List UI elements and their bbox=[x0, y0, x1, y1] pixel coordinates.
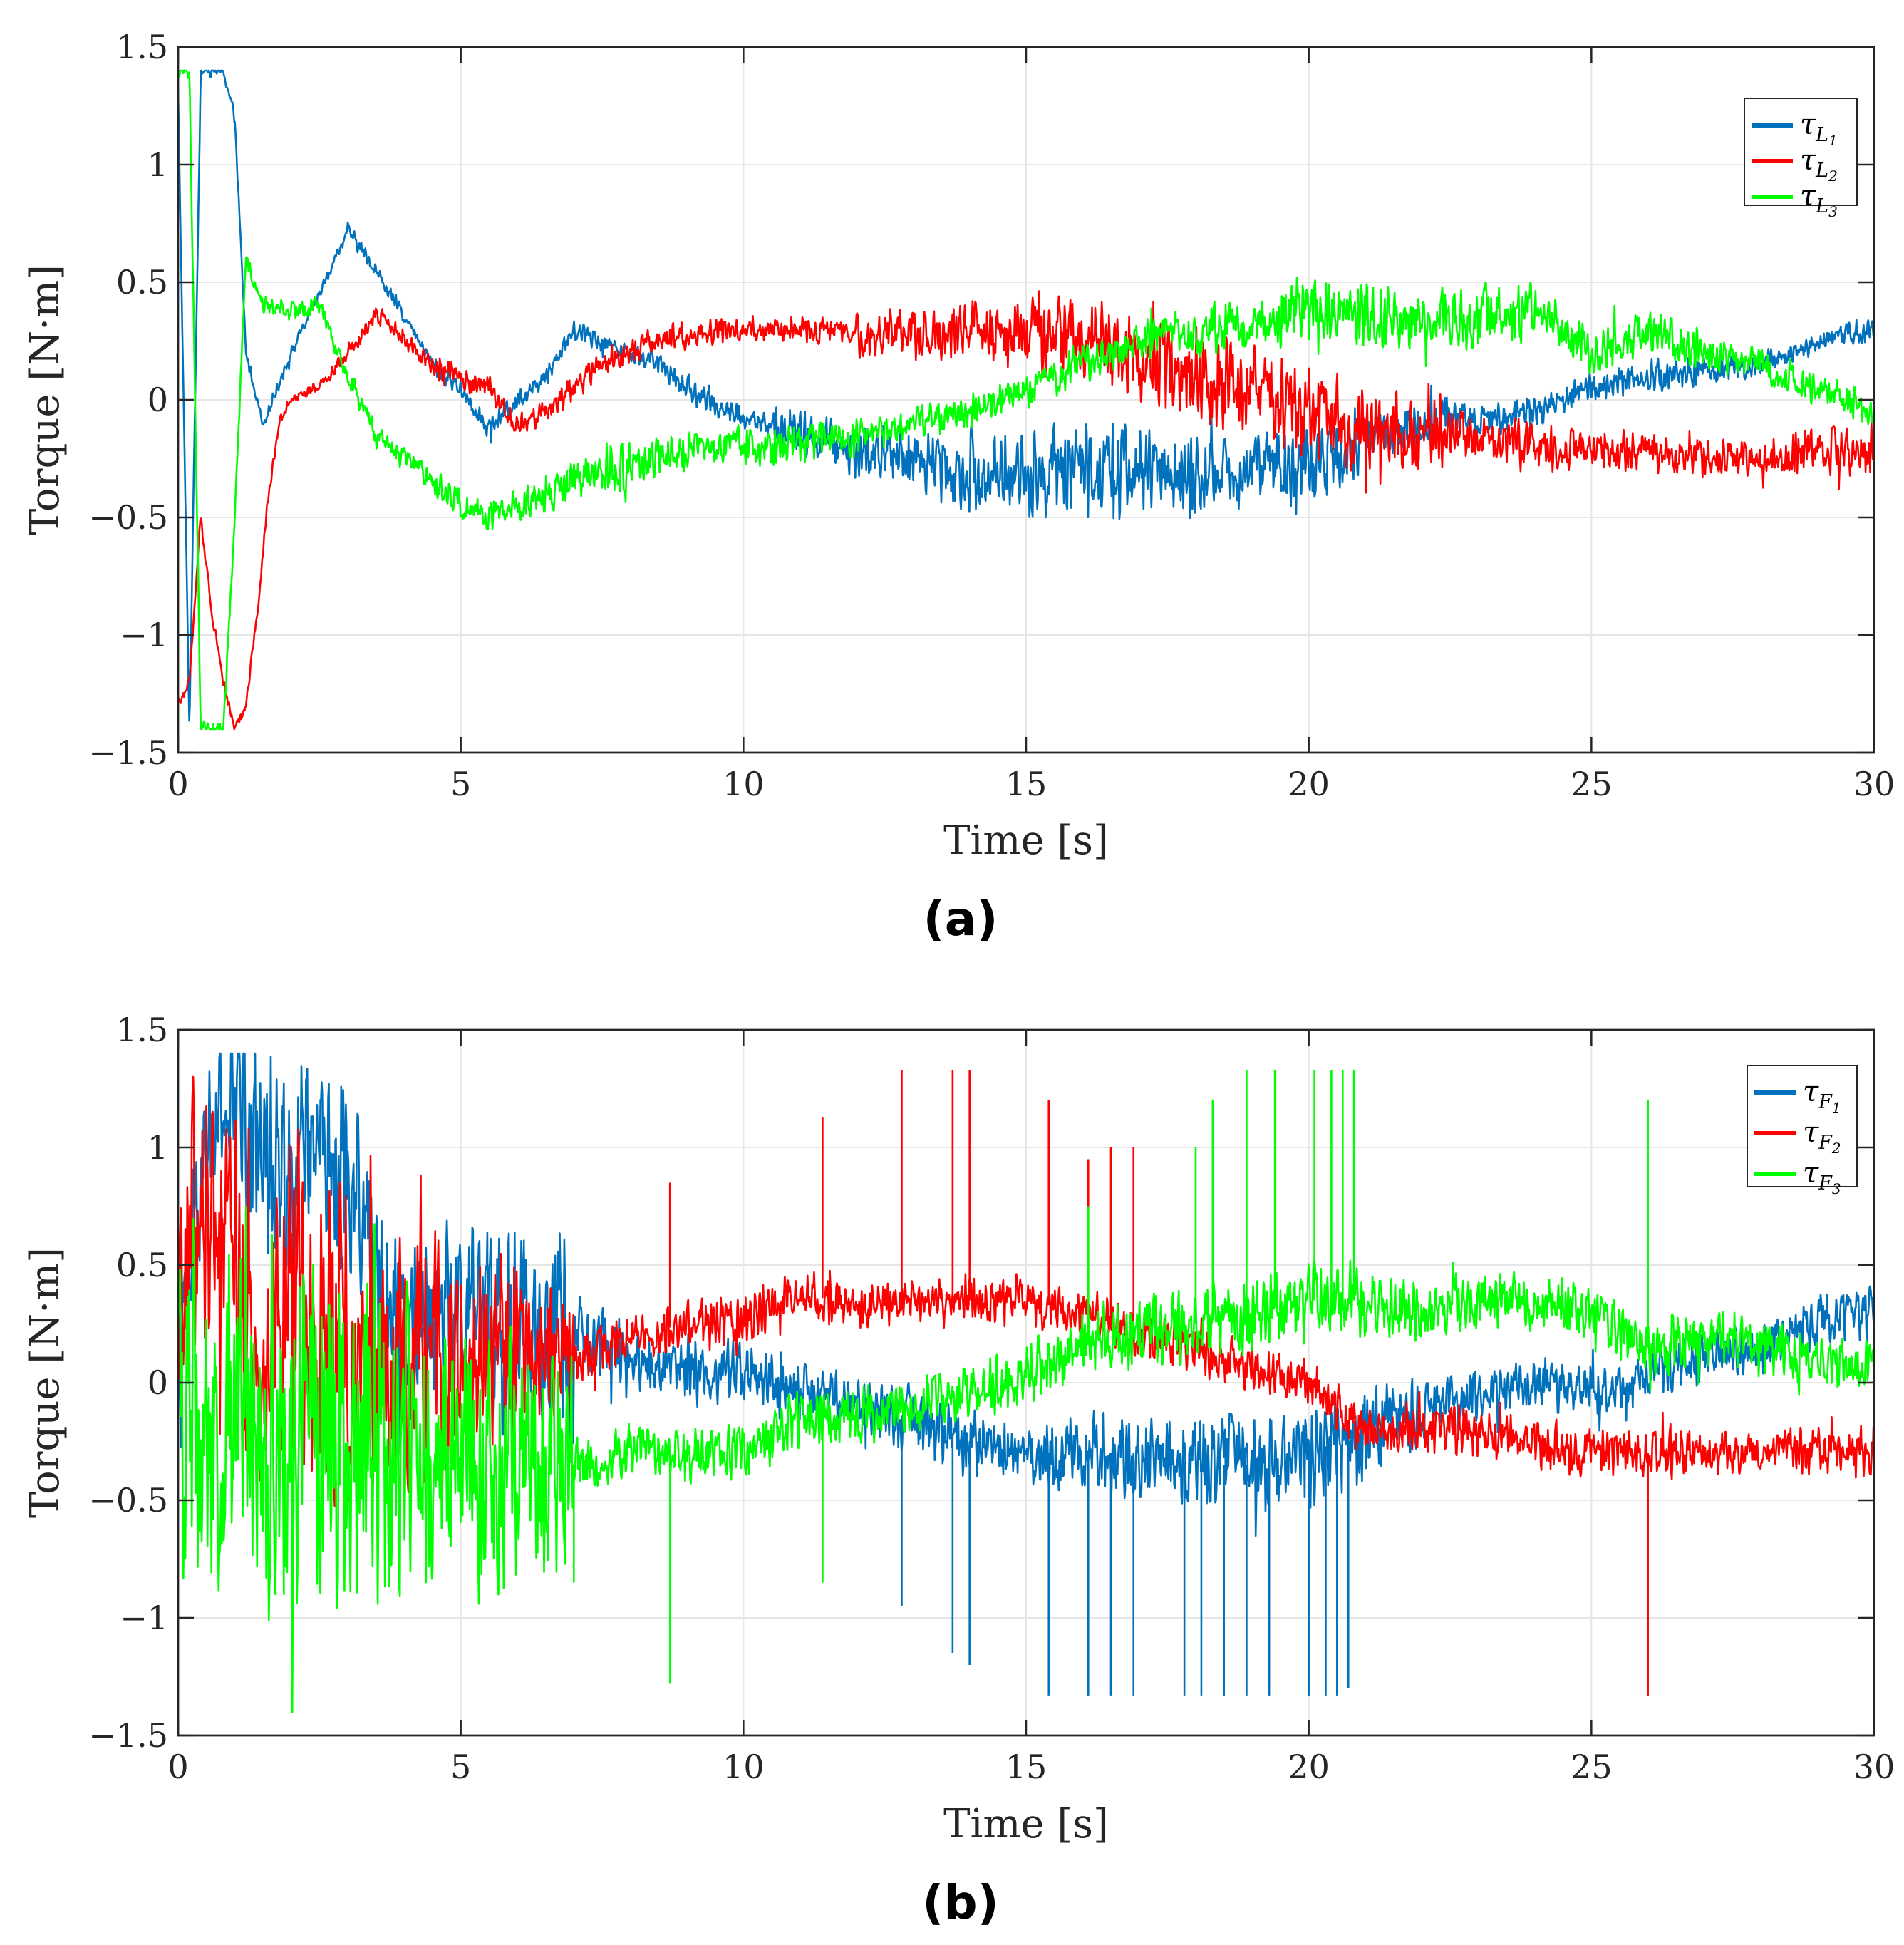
legend-label-τF2: τF2 bbox=[1803, 1116, 1841, 1157]
series-line-τF1 bbox=[178, 1052, 1874, 1537]
x-tick-label: 15 bbox=[1005, 765, 1047, 803]
x-tick-label: 10 bbox=[723, 765, 765, 803]
x-axis-title-b: Time [s] bbox=[943, 1801, 1109, 1847]
legend-a-box bbox=[1744, 98, 1858, 206]
y-tick-label: 0 bbox=[148, 381, 168, 419]
x-tick-label: 25 bbox=[1571, 1748, 1613, 1786]
x-tick-label: 15 bbox=[1005, 1748, 1047, 1786]
x-tick-label: 0 bbox=[167, 1748, 188, 1786]
ticks-b: 0 5 10 15 20 25 30 1.5 1 0.5 0 −0.5 −1 −1.5 bbox=[88, 1011, 1895, 1786]
y-tick-label: 0.5 bbox=[116, 1246, 168, 1284]
y-tick-label: −1 bbox=[120, 1599, 168, 1637]
legend-label-τL3: τL3 bbox=[1800, 180, 1838, 220]
y-tick-label: −1.5 bbox=[88, 733, 168, 772]
series-line-τF3 bbox=[178, 1206, 1874, 1713]
x-tick-label: 5 bbox=[450, 765, 471, 803]
legend-b-box bbox=[1747, 1065, 1858, 1187]
x-axis-title-a: Time [s] bbox=[943, 817, 1109, 864]
series-line-τL1 bbox=[178, 69, 1874, 722]
panel-a: 0 5 10 15 20 25 301.510.50−0.5−1−1.5 Time [s] … bbox=[22, 28, 1895, 946]
legend-label-τF3: τF3 bbox=[1803, 1157, 1841, 1197]
series-group-a bbox=[178, 69, 1874, 731]
series-line-τF2 bbox=[178, 1075, 1874, 1507]
x-tick-label: 20 bbox=[1288, 1748, 1330, 1786]
x-tick-label: 10 bbox=[723, 1748, 765, 1786]
y-tick-label: 1 bbox=[148, 1128, 168, 1167]
panel-label-b: (b) bbox=[922, 1875, 999, 1930]
legend-label-τL2: τL2 bbox=[1800, 144, 1838, 185]
x-tick-label: 30 bbox=[1853, 1748, 1895, 1786]
legend-label-τF1: τF1 bbox=[1803, 1075, 1841, 1116]
x-tick-label: 5 bbox=[450, 1748, 471, 1786]
legend-label-τL1: τL1 bbox=[1800, 108, 1838, 149]
y-tick-label: −1.5 bbox=[88, 1716, 168, 1755]
series-line-τL3 bbox=[178, 69, 1874, 731]
y-tick-label: 1.5 bbox=[116, 28, 168, 66]
y-tick-label: 1 bbox=[148, 145, 168, 184]
y-tick-label: 1.5 bbox=[116, 1011, 168, 1049]
x-tick-label: 30 bbox=[1853, 765, 1895, 803]
y-axis-title-b: Torque [N·m] bbox=[22, 1247, 68, 1518]
series-line-τL2 bbox=[178, 290, 1874, 731]
series-group-b bbox=[178, 1052, 1874, 1713]
x-tick-label: 25 bbox=[1571, 765, 1613, 803]
y-tick-label: 0 bbox=[148, 1363, 168, 1402]
ticks-a: 0 5 10 15 20 25 30 1.5 1 0.5 0 −0.5 −1 −1.5 bbox=[88, 28, 1895, 803]
y-tick-label: 0.5 bbox=[116, 263, 168, 301]
panel-label-a: (a) bbox=[923, 892, 998, 946]
x-tick-label: 0 bbox=[167, 765, 188, 803]
series-clip bbox=[178, 69, 1874, 731]
x-tick-label: 20 bbox=[1288, 765, 1330, 803]
y-axis-title-a: Torque [N·m] bbox=[22, 264, 68, 535]
y-tick-label: −1 bbox=[120, 616, 168, 654]
series-clip bbox=[178, 1052, 1874, 1713]
panel-b: 0 5 10 15 20 25 301.510.50−0.5−1−1.5 Time [s] … bbox=[22, 1011, 1895, 1930]
y-tick-label: −0.5 bbox=[88, 498, 168, 537]
y-tick-label: −0.5 bbox=[88, 1481, 168, 1520]
